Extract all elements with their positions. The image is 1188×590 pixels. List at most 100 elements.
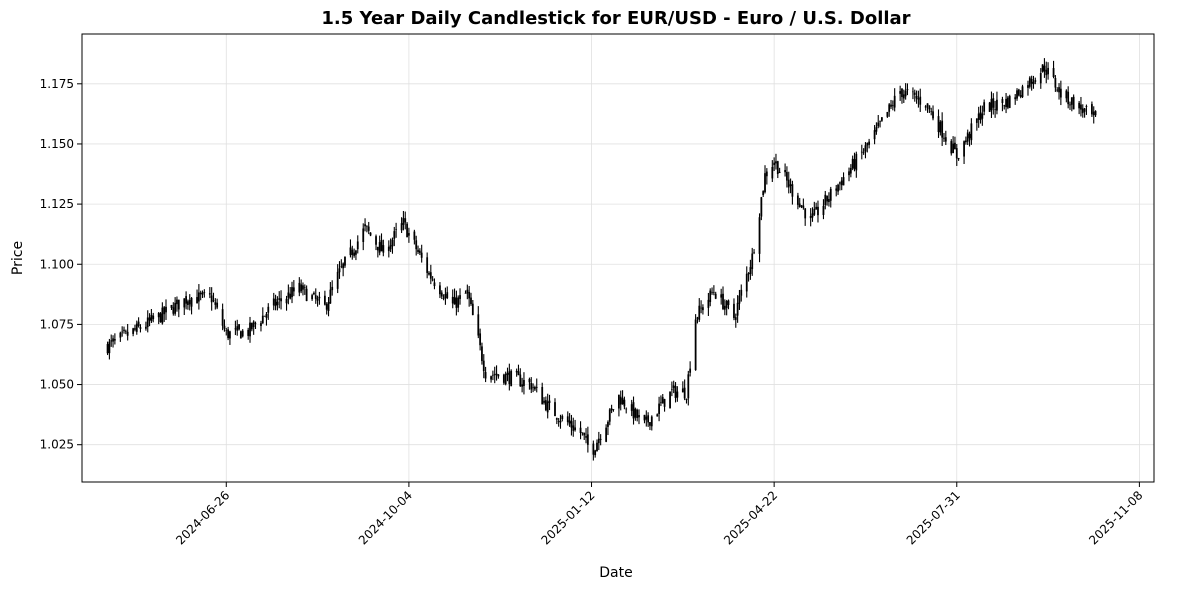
candle-body xyxy=(364,224,366,227)
candle-body xyxy=(988,102,991,112)
candle-body xyxy=(817,206,819,216)
candle-body xyxy=(815,206,818,210)
candle-body xyxy=(930,111,933,112)
candle-body xyxy=(583,432,586,436)
candle-body xyxy=(349,247,352,256)
candle-body xyxy=(663,399,666,407)
candle-body xyxy=(760,197,763,217)
y-tick-label: 1.150 xyxy=(40,137,74,151)
candle-body xyxy=(647,415,650,423)
candle-body xyxy=(926,103,929,106)
x-tick-label: 2024-06-26 xyxy=(173,488,232,547)
candle-body xyxy=(1083,108,1086,112)
x-tick-label: 2024-10-04 xyxy=(356,488,415,547)
candle-body xyxy=(599,438,602,440)
candle-body xyxy=(828,198,830,203)
candle-body xyxy=(221,309,224,326)
candle-body xyxy=(331,286,334,291)
candle-body xyxy=(482,360,485,372)
candle-body xyxy=(451,296,454,304)
candle-body xyxy=(276,301,279,306)
candle-body xyxy=(481,346,483,362)
candle-body xyxy=(225,330,228,332)
candle-body xyxy=(1081,108,1084,114)
candle-body xyxy=(990,98,993,111)
candle-body xyxy=(152,315,155,320)
candle-body xyxy=(840,180,843,186)
candle-body xyxy=(201,292,204,295)
candle-body xyxy=(210,295,213,303)
candle-body xyxy=(265,313,268,318)
candle-body xyxy=(554,402,556,417)
candle-body xyxy=(786,172,788,181)
candle-body xyxy=(957,158,960,160)
candle-body xyxy=(174,302,177,314)
candle-body xyxy=(773,162,776,166)
candle-body xyxy=(214,302,217,305)
candle-body xyxy=(875,127,878,132)
candle-body xyxy=(457,297,460,308)
candle-body xyxy=(236,326,239,331)
candle-body xyxy=(700,307,702,309)
x-axis-label: Date xyxy=(599,565,632,581)
candle-body xyxy=(568,420,571,424)
candle-body xyxy=(506,372,509,375)
candle-body xyxy=(607,421,609,427)
candle-body xyxy=(336,271,339,289)
candle-body xyxy=(493,374,496,376)
candle-body xyxy=(645,416,648,420)
candle-body xyxy=(981,113,984,119)
candle-body xyxy=(157,312,160,318)
candle-body xyxy=(407,233,410,236)
candle-body xyxy=(510,370,513,387)
candle-body xyxy=(901,88,903,98)
candle-body xyxy=(272,298,275,306)
candle-body xyxy=(775,161,777,164)
candle-body xyxy=(992,98,995,108)
candle-body xyxy=(389,245,392,250)
candle-body xyxy=(1056,89,1059,91)
candle-body xyxy=(252,321,255,328)
candle-body xyxy=(638,415,640,418)
candle-body xyxy=(161,307,164,324)
candle-body xyxy=(687,374,690,399)
candle-body xyxy=(913,92,916,95)
candle-body xyxy=(150,314,153,321)
candle-body xyxy=(417,249,419,252)
candle-body xyxy=(406,223,408,238)
candle-body xyxy=(1045,69,1048,76)
candle-body xyxy=(886,111,889,117)
candle-body xyxy=(592,443,595,455)
candle-body xyxy=(685,398,688,400)
candle-body xyxy=(789,184,792,186)
x-axis: 2024-06-26 2024-10-04 2025-01-12 2025-04-22… xyxy=(173,482,1146,547)
candle-body xyxy=(955,148,958,159)
candle-body xyxy=(676,391,679,398)
candle-body xyxy=(490,376,492,380)
candle-body xyxy=(902,94,905,99)
candle-body xyxy=(453,296,456,305)
candle-body xyxy=(238,324,240,330)
candle-body xyxy=(787,179,790,188)
candle-body xyxy=(776,161,779,175)
candle-body xyxy=(837,184,839,192)
candle-body xyxy=(429,272,432,279)
candle-body xyxy=(548,400,551,403)
y-axis: 1.025 1.050 1.075 1.100 1.125 1.150 1.175 xyxy=(40,77,82,452)
candle-body xyxy=(1094,111,1097,116)
y-tick-label: 1.025 xyxy=(40,438,74,452)
candle-body xyxy=(738,295,741,304)
candle-body xyxy=(979,112,982,121)
candle-body xyxy=(519,374,522,387)
candle-body xyxy=(725,301,728,309)
candle-body xyxy=(112,338,114,342)
candle-body xyxy=(566,416,569,423)
candle-body xyxy=(327,302,330,311)
candle-body xyxy=(477,314,480,336)
candle-body xyxy=(420,252,423,258)
candle-body xyxy=(968,133,971,139)
candle-body xyxy=(1030,79,1033,84)
candle-body xyxy=(581,432,584,434)
candle-body xyxy=(121,331,124,333)
